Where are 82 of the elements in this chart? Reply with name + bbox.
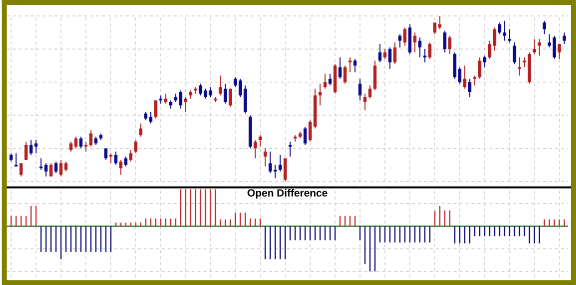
candlestick [492,26,496,52]
candlestick [488,40,492,60]
candlestick [29,140,33,156]
candlestick [154,100,158,120]
candlestick [44,162,48,177]
candlestick [338,56,342,80]
candlestick [482,55,486,68]
candlestick [318,83,322,106]
candlestick [228,88,232,108]
candlestick [324,73,327,90]
candlestick [532,38,536,54]
candlestick [89,130,92,148]
candlestick [278,154,282,172]
candlestick [59,159,63,177]
candlestick [109,152,112,164]
candlestick [502,20,506,42]
candlestick [358,78,362,101]
candlestick [164,93,168,104]
candlestick [463,65,466,90]
candlestick [398,34,402,48]
candlestick [388,46,392,70]
candlestick [328,73,332,86]
candlestick [198,83,202,96]
candlestick [114,151,118,166]
candlestick [284,158,287,182]
candlestick [498,22,502,35]
candlestick [552,35,556,60]
candlestick [54,161,58,174]
candlestick [383,48,387,60]
candlestick [343,65,347,84]
candlestick [139,122,142,138]
candlestick [178,90,182,110]
candlestick [508,28,512,43]
candlestick [448,35,452,54]
candlestick [308,120,312,142]
candlestick [49,162,53,177]
candlestick [378,44,382,63]
candlestick [413,32,416,53]
candlestick [124,156,128,167]
candlestick [542,20,546,35]
candlestick [64,161,68,172]
candlestick [512,42,516,64]
candlestick [288,141,292,158]
candlestick [478,56,482,80]
candlestick [224,83,228,104]
candlestick [184,96,188,112]
candlestick [393,42,396,64]
candlestick [254,140,257,159]
candlestick [204,88,208,100]
candlestick [69,141,73,152]
candlestick [368,84,372,100]
candlestick [562,32,566,45]
candlestick [373,60,377,91]
candlestick [234,76,237,88]
candlestick [258,134,262,148]
candlestick [468,78,472,98]
candlestick [79,136,82,149]
candlestick [353,58,357,73]
candlestick [129,149,132,162]
candlestick [208,86,212,98]
candlestick [428,42,432,60]
candlestick [74,136,78,149]
candlestick [403,26,406,46]
candlestick [348,56,352,73]
candlestick [134,140,138,154]
candlestick [19,162,23,177]
candlestick [473,74,476,86]
candlestick [443,30,446,53]
candlestick [518,56,522,76]
candlestick [423,48,426,63]
candlestick [558,44,561,60]
candlestick [218,74,222,96]
candlestick [119,159,122,176]
candlestick [304,126,307,146]
chart-title: Open Difference [248,188,328,199]
candlestick [238,78,242,98]
candlestick [264,148,267,167]
candlestick [363,93,367,111]
candlestick [522,56,526,68]
candlestick [244,84,247,114]
candlestick [418,36,422,58]
candlestick [24,141,28,160]
